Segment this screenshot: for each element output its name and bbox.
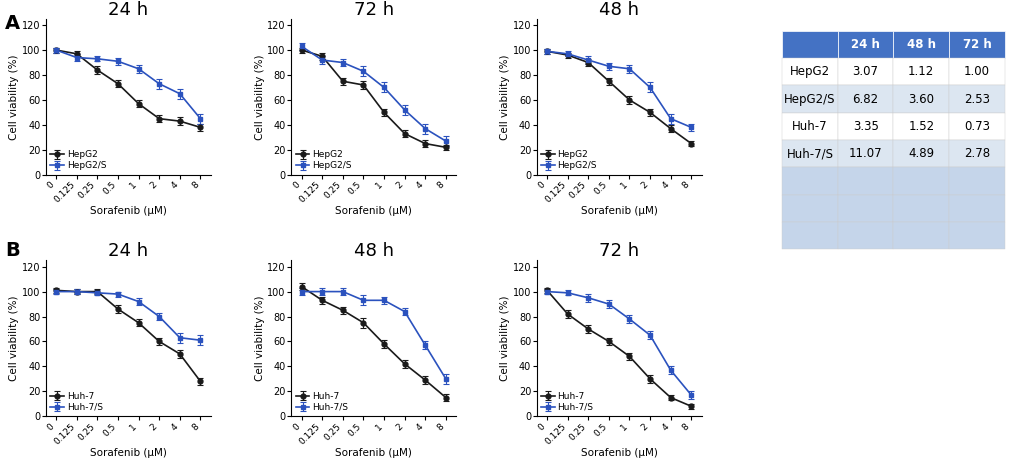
Y-axis label: Cell viability (%): Cell viability (%) [9,296,19,381]
Legend: Huh-7, Huh-7/S: Huh-7, Huh-7/S [539,390,595,413]
Y-axis label: Cell viability (%): Cell viability (%) [255,54,264,140]
Y-axis label: Cell viability (%): Cell viability (%) [499,296,510,381]
Text: A: A [5,14,20,33]
Legend: HepG2, HepG2/S: HepG2, HepG2/S [293,149,353,172]
X-axis label: Sorafenib (μM): Sorafenib (μM) [580,448,657,458]
Legend: HepG2, HepG2/S: HepG2, HepG2/S [49,149,108,172]
X-axis label: Sorafenib (μM): Sorafenib (μM) [90,206,166,216]
Title: 24 h: 24 h [108,243,148,261]
X-axis label: Sorafenib (μM): Sorafenib (μM) [90,448,166,458]
Title: 48 h: 48 h [354,243,393,261]
Legend: HepG2, HepG2/S: HepG2, HepG2/S [539,149,598,172]
Title: 72 h: 72 h [598,243,639,261]
Legend: Huh-7, Huh-7/S: Huh-7, Huh-7/S [49,390,104,413]
Text: B: B [5,241,19,260]
Title: 72 h: 72 h [354,1,393,19]
Title: 48 h: 48 h [598,1,639,19]
Y-axis label: Cell viability (%): Cell viability (%) [9,54,19,140]
Title: 24 h: 24 h [108,1,148,19]
X-axis label: Sorafenib (μM): Sorafenib (μM) [580,206,657,216]
Y-axis label: Cell viability (%): Cell viability (%) [499,54,510,140]
Legend: Huh-7, Huh-7/S: Huh-7, Huh-7/S [293,390,350,413]
X-axis label: Sorafenib (μM): Sorafenib (μM) [335,206,412,216]
Y-axis label: Cell viability (%): Cell viability (%) [255,296,264,381]
X-axis label: Sorafenib (μM): Sorafenib (μM) [335,448,412,458]
